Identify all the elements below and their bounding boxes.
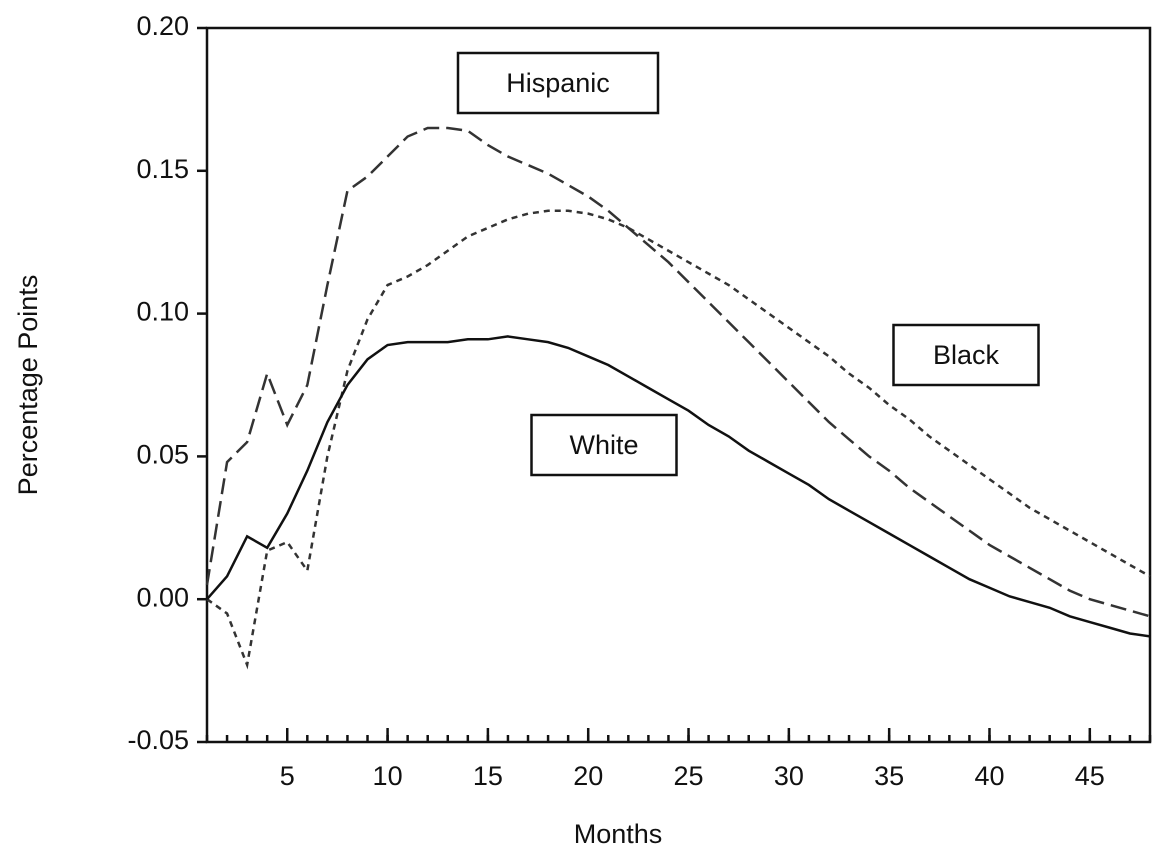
series-label: White xyxy=(569,430,638,460)
y-tick-label: 0.00 xyxy=(136,582,189,612)
y-tick-label: 0.15 xyxy=(136,154,189,184)
plot-frame xyxy=(205,26,1152,744)
x-tick-label: 35 xyxy=(874,761,904,791)
x-tick-label: 15 xyxy=(473,761,503,791)
x-tick-label: 10 xyxy=(373,761,403,791)
x-tick-label: 30 xyxy=(774,761,804,791)
series-label-box xyxy=(892,323,1040,387)
series-label-box xyxy=(456,51,660,115)
y-axis-label: Percentage Points xyxy=(13,275,43,496)
x-tick-label: 45 xyxy=(1075,761,1105,791)
series-line xyxy=(205,126,1151,618)
y-tick-label: 0.20 xyxy=(136,11,189,41)
series-line xyxy=(206,335,1151,638)
y-tick-label: 0.05 xyxy=(136,440,189,470)
x-tick-label: 40 xyxy=(974,761,1004,791)
series-label: Hispanic xyxy=(506,68,610,98)
series-label: Black xyxy=(933,340,1000,370)
x-axis-label: Months xyxy=(574,819,663,849)
series-line xyxy=(206,209,1151,670)
y-tick-label: -0.05 xyxy=(127,725,189,755)
y-tick-label: 0.10 xyxy=(136,297,189,327)
x-tick-label: 25 xyxy=(674,761,704,791)
x-tick-label: 20 xyxy=(573,761,603,791)
series-label-box xyxy=(530,413,678,477)
x-tick-label: 5 xyxy=(280,761,295,791)
